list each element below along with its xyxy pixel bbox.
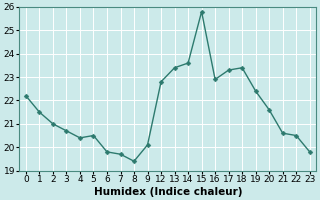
X-axis label: Humidex (Indice chaleur): Humidex (Indice chaleur) [93,187,242,197]
